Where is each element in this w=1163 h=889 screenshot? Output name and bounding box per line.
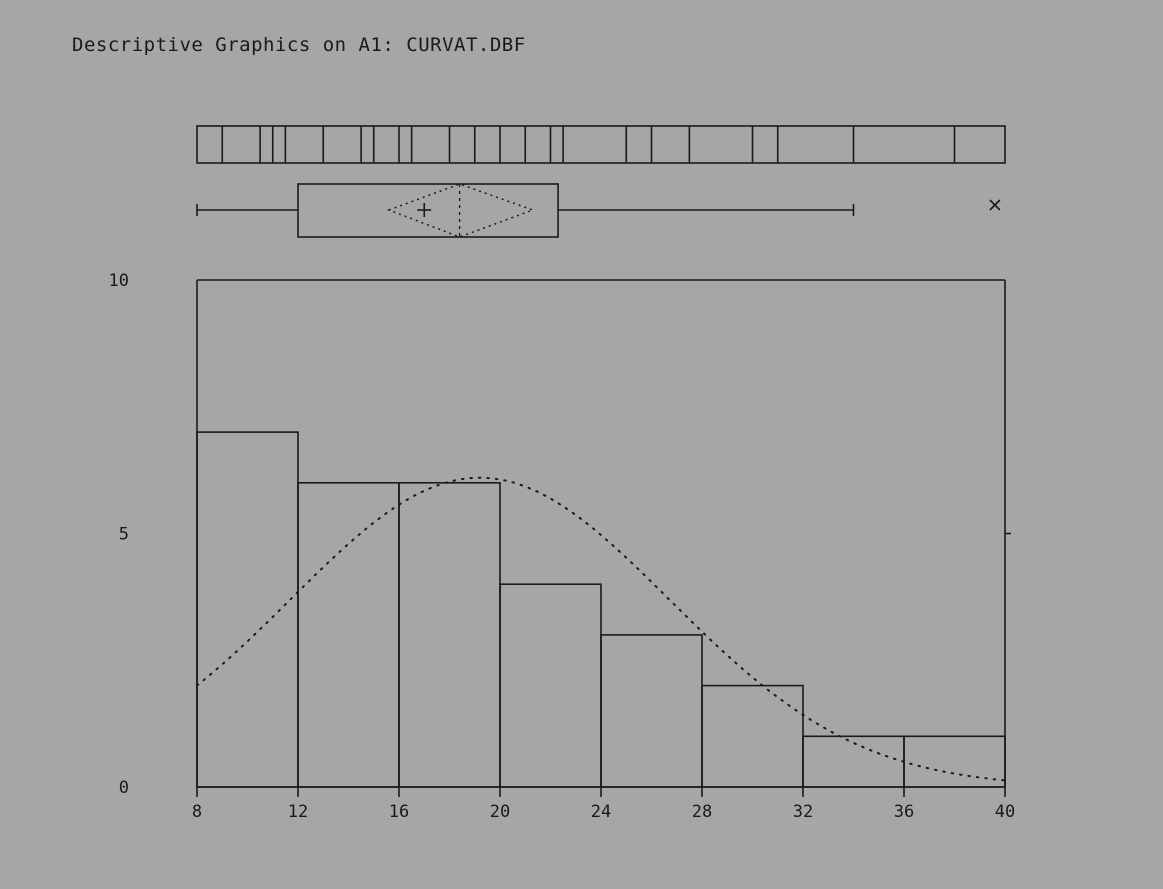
histogram-bar (903, 735, 1006, 788)
x-tick-label: 16 (389, 802, 409, 822)
x-tick-label: 12 (288, 802, 308, 822)
y-tick-label: 0 (119, 778, 129, 798)
histogram-bar (600, 634, 703, 788)
x-tick-label: 32 (793, 802, 813, 822)
x-tick-label: 24 (591, 802, 611, 822)
histogram-bar (297, 481, 400, 788)
x-tick-label: 8 (192, 802, 202, 822)
boxplot-outlier-b (989, 199, 1001, 211)
histogram-bar (499, 583, 602, 788)
y-tick-label: 5 (119, 525, 129, 545)
boxplot-mean-diamond (386, 183, 536, 238)
strip-plot-frame (196, 125, 1006, 164)
x-tick-label: 36 (894, 802, 914, 822)
histogram-bar (802, 735, 905, 788)
x-tick-label: 28 (692, 802, 712, 822)
histogram-bar (398, 481, 501, 788)
x-tick-label: 40 (995, 802, 1015, 822)
x-tick-label: 20 (490, 802, 510, 822)
normal-curve (196, 476, 1006, 782)
histogram-bar (196, 431, 299, 788)
histogram-bar (701, 684, 804, 788)
boxplot-box (297, 183, 559, 238)
chart-title: Descriptive Graphics on A1: CURVAT.DBF (72, 34, 526, 56)
y-tick-label: 10 (109, 271, 129, 291)
